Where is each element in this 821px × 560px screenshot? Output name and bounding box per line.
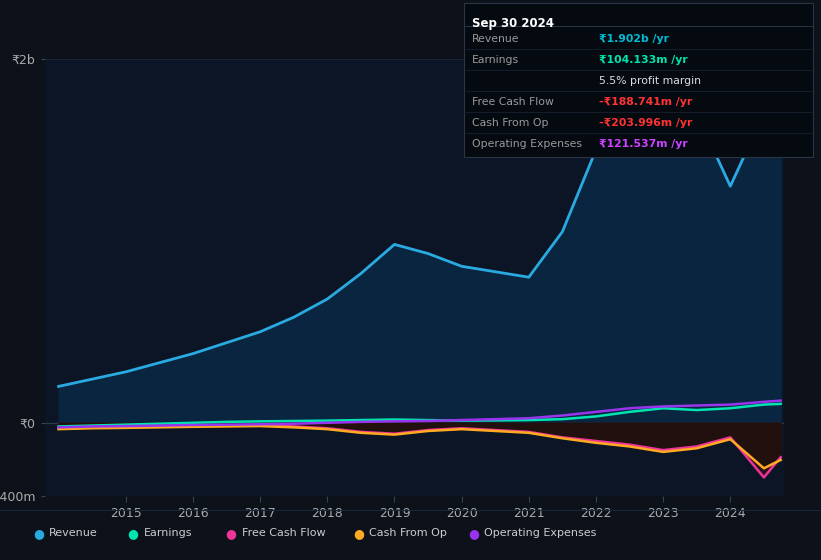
Text: ₹104.133m /yr: ₹104.133m /yr [599,55,688,65]
Text: Revenue: Revenue [472,34,520,44]
Text: ●: ● [226,526,236,540]
Text: Sep 30 2024: Sep 30 2024 [472,17,554,30]
Text: Operating Expenses: Operating Expenses [484,528,597,538]
Text: Operating Expenses: Operating Expenses [472,139,582,149]
Text: Revenue: Revenue [49,528,98,538]
Text: ●: ● [127,526,138,540]
Text: Earnings: Earnings [472,55,519,65]
Text: -₹188.741m /yr: -₹188.741m /yr [599,97,693,107]
Text: ●: ● [353,526,364,540]
Text: Earnings: Earnings [144,528,192,538]
Text: ₹1.902b /yr: ₹1.902b /yr [599,34,669,44]
Text: Free Cash Flow: Free Cash Flow [472,97,554,107]
Text: ₹121.537m /yr: ₹121.537m /yr [599,139,688,149]
Text: Cash From Op: Cash From Op [369,528,447,538]
Text: Free Cash Flow: Free Cash Flow [242,528,326,538]
Text: 5.5% profit margin: 5.5% profit margin [599,76,701,86]
Text: Cash From Op: Cash From Op [472,118,548,128]
Text: -₹203.996m /yr: -₹203.996m /yr [599,118,693,128]
Text: ●: ● [468,526,479,540]
Text: ●: ● [33,526,44,540]
